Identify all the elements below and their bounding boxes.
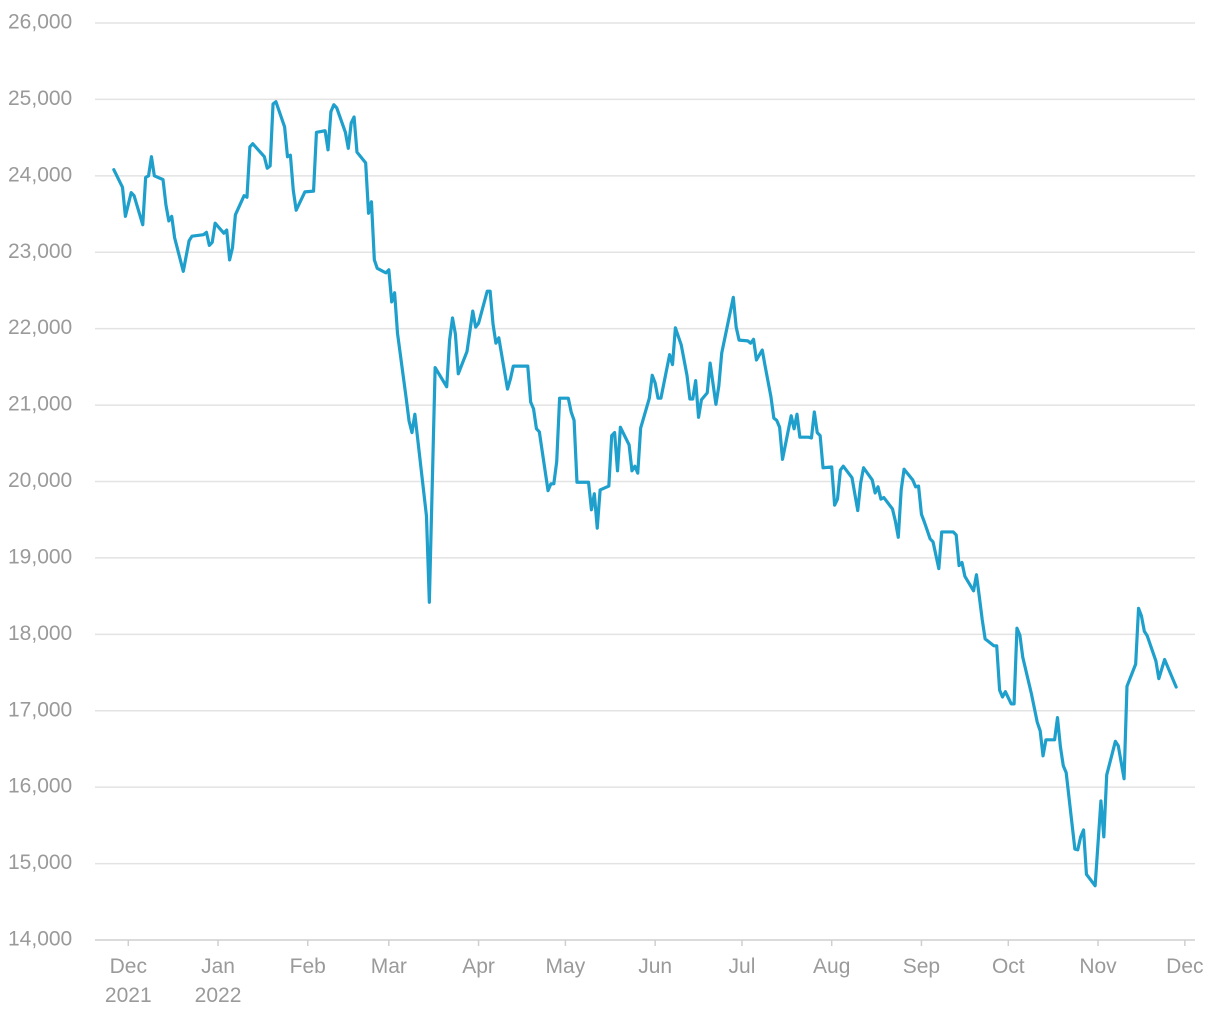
y-tick-label: 18,000 <box>8 622 72 645</box>
y-tick-label: 22,000 <box>8 316 72 339</box>
y-tick-label: 25,000 <box>8 87 72 110</box>
y-tick-label: 14,000 <box>8 928 72 951</box>
x-tick-label: Dec 2021 <box>104 955 152 1007</box>
y-tick-label: 26,000 <box>8 11 72 34</box>
y-tick-label: 23,000 <box>8 240 72 263</box>
price-line <box>112 100 1178 888</box>
y-tick-label: 21,000 <box>8 393 72 416</box>
x-tick-label: Feb <box>289 955 326 978</box>
x-tick-label: Aug <box>813 955 851 978</box>
y-tick-label: 16,000 <box>8 775 72 798</box>
y-tick-label: 15,000 <box>8 851 72 874</box>
x-tick-label: Dec <box>1166 955 1204 978</box>
x-tick-label: Jan 2022 <box>194 955 242 1007</box>
x-tick-label: Nov <box>1079 955 1117 978</box>
x-tick-label: Sep <box>902 955 941 978</box>
x-tick-label: Apr <box>462 955 495 978</box>
x-tick-label: Oct <box>991 955 1025 978</box>
y-tick-label: 20,000 <box>8 469 72 492</box>
x-tick-label: Jun <box>638 955 673 978</box>
x-tick-label: May <box>545 955 586 978</box>
x-tick-label: Jul <box>728 955 756 978</box>
y-tick-label: 19,000 <box>8 545 72 568</box>
y-tick-label: 24,000 <box>8 163 72 186</box>
y-tick-label: 17,000 <box>8 698 72 721</box>
x-tick-label: Mar <box>370 955 407 978</box>
